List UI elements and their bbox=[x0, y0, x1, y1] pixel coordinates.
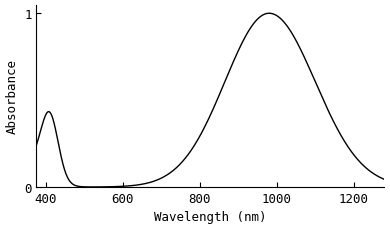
Y-axis label: Absorbance: Absorbance bbox=[5, 59, 19, 134]
X-axis label: Wavelength (nm): Wavelength (nm) bbox=[154, 210, 267, 224]
